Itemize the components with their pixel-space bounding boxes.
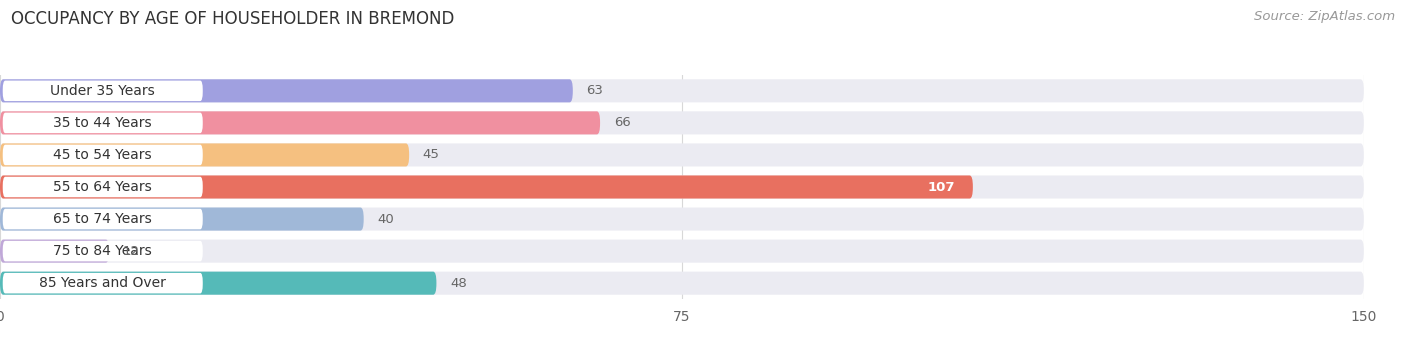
FancyBboxPatch shape bbox=[0, 79, 572, 102]
FancyBboxPatch shape bbox=[3, 209, 202, 229]
Text: 66: 66 bbox=[613, 116, 630, 130]
FancyBboxPatch shape bbox=[3, 81, 202, 101]
FancyBboxPatch shape bbox=[0, 175, 1364, 199]
FancyBboxPatch shape bbox=[0, 207, 364, 231]
FancyBboxPatch shape bbox=[0, 175, 973, 199]
FancyBboxPatch shape bbox=[0, 240, 110, 263]
Text: 107: 107 bbox=[927, 181, 955, 193]
Text: 63: 63 bbox=[586, 84, 603, 97]
Text: 35 to 44 Years: 35 to 44 Years bbox=[53, 116, 152, 130]
Text: 75 to 84 Years: 75 to 84 Years bbox=[53, 244, 152, 258]
FancyBboxPatch shape bbox=[3, 177, 202, 197]
FancyBboxPatch shape bbox=[3, 273, 202, 293]
Text: 55 to 64 Years: 55 to 64 Years bbox=[53, 180, 152, 194]
FancyBboxPatch shape bbox=[0, 111, 1364, 134]
Text: OCCUPANCY BY AGE OF HOUSEHOLDER IN BREMOND: OCCUPANCY BY AGE OF HOUSEHOLDER IN BREMO… bbox=[11, 10, 454, 28]
Text: Source: ZipAtlas.com: Source: ZipAtlas.com bbox=[1254, 10, 1395, 23]
FancyBboxPatch shape bbox=[0, 240, 1364, 263]
FancyBboxPatch shape bbox=[0, 272, 1364, 295]
FancyBboxPatch shape bbox=[3, 113, 202, 133]
Text: 45: 45 bbox=[423, 149, 440, 162]
Text: 40: 40 bbox=[377, 212, 394, 225]
FancyBboxPatch shape bbox=[0, 79, 1364, 102]
Text: 12: 12 bbox=[122, 244, 139, 258]
FancyBboxPatch shape bbox=[0, 207, 1364, 231]
Text: 45 to 54 Years: 45 to 54 Years bbox=[53, 148, 152, 162]
FancyBboxPatch shape bbox=[0, 143, 409, 167]
FancyBboxPatch shape bbox=[0, 272, 436, 295]
Text: 85 Years and Over: 85 Years and Over bbox=[39, 276, 166, 290]
FancyBboxPatch shape bbox=[3, 145, 202, 165]
Text: 48: 48 bbox=[450, 277, 467, 290]
FancyBboxPatch shape bbox=[0, 111, 600, 134]
Text: 65 to 74 Years: 65 to 74 Years bbox=[53, 212, 152, 226]
FancyBboxPatch shape bbox=[0, 143, 1364, 167]
Text: Under 35 Years: Under 35 Years bbox=[51, 84, 155, 98]
FancyBboxPatch shape bbox=[3, 241, 202, 261]
